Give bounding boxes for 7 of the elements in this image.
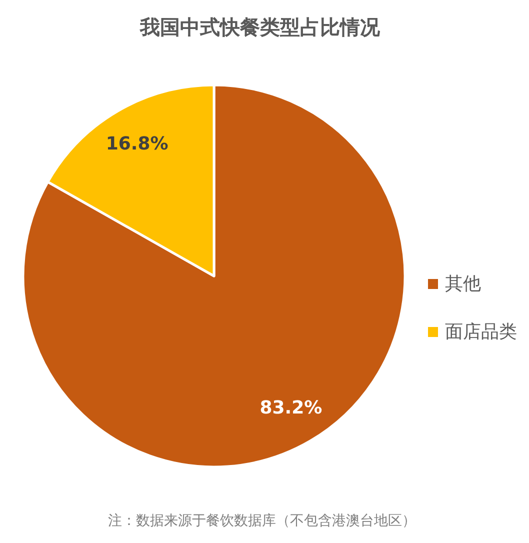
legend-label: 面店品类 xyxy=(445,322,517,342)
text: 注：数据来源于餐饮数据库（不包含港澳台地区） xyxy=(108,513,416,529)
pie-slice xyxy=(22,84,406,468)
chart-title: 我国中式快餐类型占比情况 xyxy=(139,15,381,39)
legend-label: 其他 xyxy=(445,274,481,294)
data-label: 83.2% xyxy=(260,398,322,419)
data-label: 16.8% xyxy=(106,133,168,154)
